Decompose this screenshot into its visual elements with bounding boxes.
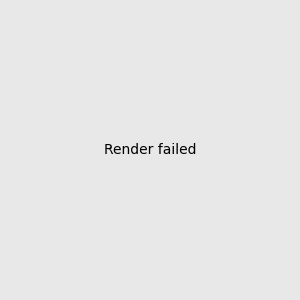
Text: Render failed: Render failed [104, 143, 196, 157]
